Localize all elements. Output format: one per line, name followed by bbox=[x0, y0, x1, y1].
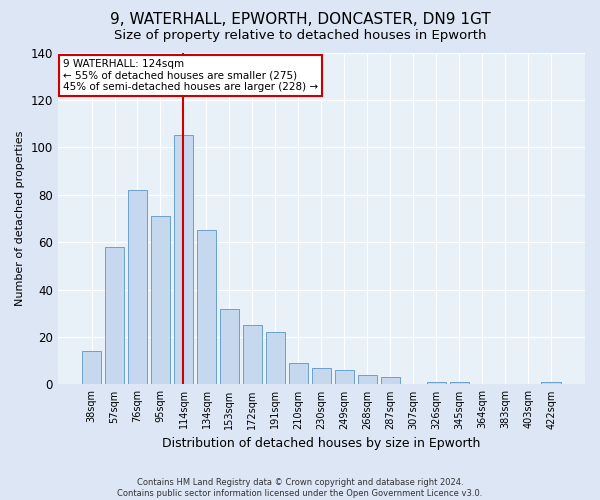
X-axis label: Distribution of detached houses by size in Epworth: Distribution of detached houses by size … bbox=[162, 437, 481, 450]
Bar bbox=[197, 230, 216, 384]
Bar bbox=[427, 382, 446, 384]
Bar bbox=[449, 382, 469, 384]
Bar bbox=[82, 351, 101, 384]
Bar bbox=[335, 370, 354, 384]
Text: 9, WATERHALL, EPWORTH, DONCASTER, DN9 1GT: 9, WATERHALL, EPWORTH, DONCASTER, DN9 1G… bbox=[110, 12, 490, 28]
Bar bbox=[541, 382, 561, 384]
Bar bbox=[105, 247, 124, 384]
Bar bbox=[174, 136, 193, 384]
Bar bbox=[311, 368, 331, 384]
Text: Size of property relative to detached houses in Epworth: Size of property relative to detached ho… bbox=[114, 29, 486, 42]
Bar bbox=[128, 190, 147, 384]
Bar bbox=[289, 363, 308, 384]
Bar bbox=[266, 332, 285, 384]
Bar bbox=[220, 308, 239, 384]
Text: 9 WATERHALL: 124sqm
← 55% of detached houses are smaller (275)
45% of semi-detac: 9 WATERHALL: 124sqm ← 55% of detached ho… bbox=[63, 59, 318, 92]
Text: Contains HM Land Registry data © Crown copyright and database right 2024.
Contai: Contains HM Land Registry data © Crown c… bbox=[118, 478, 482, 498]
Bar bbox=[242, 325, 262, 384]
Bar bbox=[151, 216, 170, 384]
Bar bbox=[358, 375, 377, 384]
Bar bbox=[380, 378, 400, 384]
Y-axis label: Number of detached properties: Number of detached properties bbox=[15, 131, 25, 306]
